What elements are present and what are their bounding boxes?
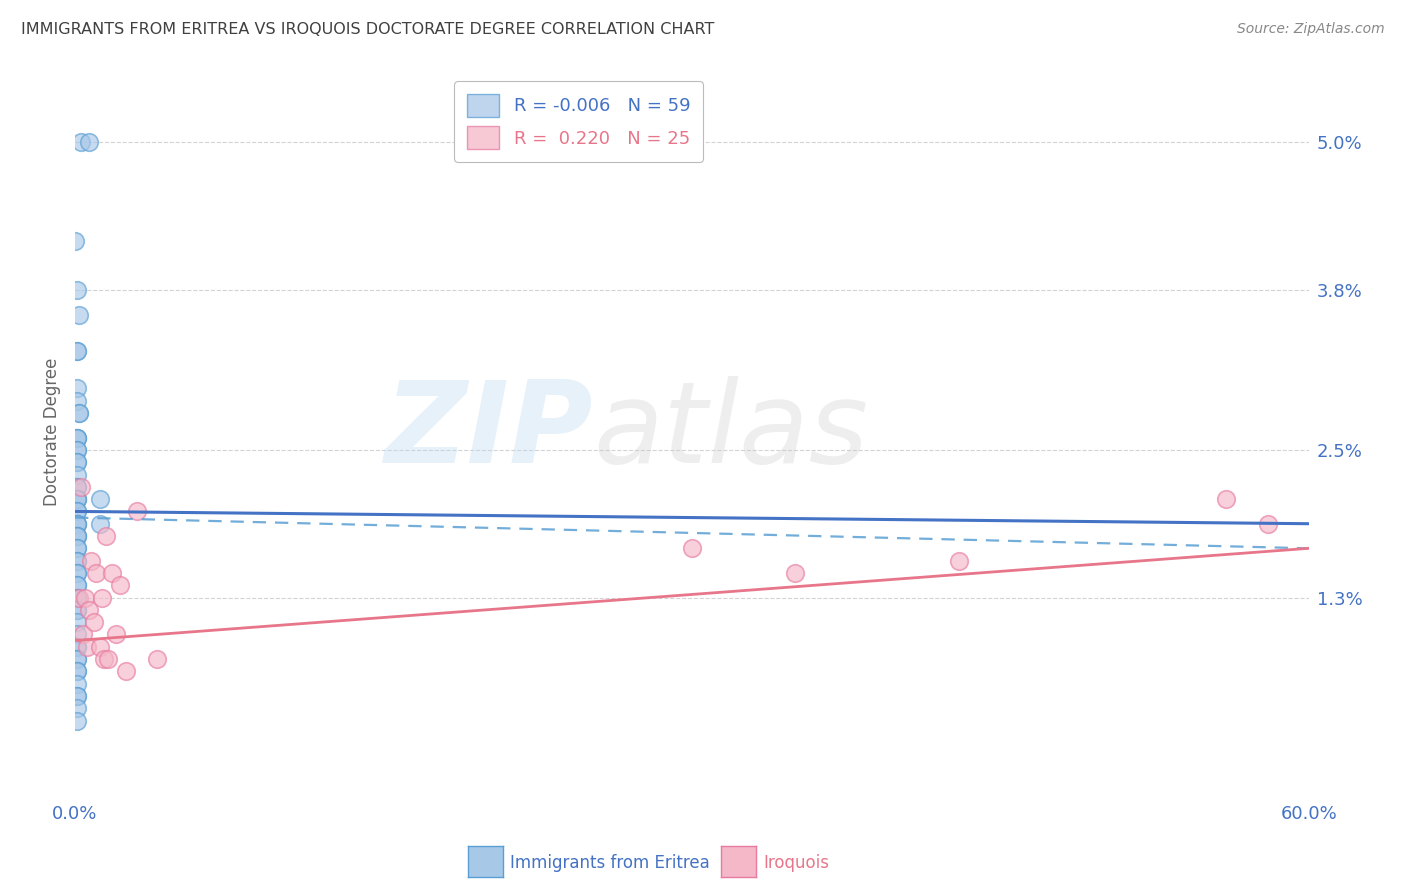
Point xyxy=(67,406,90,420)
Point xyxy=(66,529,89,543)
Point xyxy=(66,516,89,531)
Point xyxy=(66,504,89,518)
Point xyxy=(66,344,89,359)
Point xyxy=(89,516,111,531)
Point xyxy=(1215,492,1237,507)
Point xyxy=(66,689,89,703)
Point xyxy=(66,591,89,605)
Point xyxy=(1257,516,1279,531)
Point xyxy=(66,344,89,359)
Point xyxy=(67,406,90,420)
Point xyxy=(105,627,128,641)
Point xyxy=(66,714,89,728)
Point xyxy=(80,553,103,567)
Point xyxy=(66,529,89,543)
Point xyxy=(146,652,169,666)
Point xyxy=(67,308,90,322)
Point xyxy=(66,431,89,445)
Point xyxy=(66,566,89,580)
Point xyxy=(66,652,89,666)
Point xyxy=(66,442,89,457)
Point xyxy=(66,676,89,690)
Point xyxy=(67,591,90,605)
Text: IMMIGRANTS FROM ERITREA VS IROQUOIS DOCTORATE DEGREE CORRELATION CHART: IMMIGRANTS FROM ERITREA VS IROQUOIS DOCT… xyxy=(21,22,714,37)
Point xyxy=(66,455,89,469)
Point xyxy=(66,652,89,666)
Point xyxy=(70,136,93,150)
Point xyxy=(66,480,89,494)
Point xyxy=(94,529,117,543)
Point xyxy=(66,492,89,507)
Point xyxy=(97,652,120,666)
Point xyxy=(66,516,89,531)
Point xyxy=(110,578,132,592)
Point xyxy=(63,234,86,248)
Point xyxy=(66,603,89,617)
Point xyxy=(948,553,970,567)
Point xyxy=(125,504,148,518)
Point xyxy=(72,627,94,641)
Point xyxy=(75,591,97,605)
Point xyxy=(66,516,89,531)
Point xyxy=(79,136,101,150)
Point xyxy=(66,553,89,567)
Point xyxy=(66,578,89,592)
Point xyxy=(66,442,89,457)
Point xyxy=(66,689,89,703)
Point xyxy=(66,431,89,445)
Point xyxy=(66,431,89,445)
Point xyxy=(66,381,89,395)
Point xyxy=(66,627,89,641)
Point xyxy=(66,455,89,469)
Point xyxy=(66,283,89,297)
Y-axis label: Doctorate Degree: Doctorate Degree xyxy=(44,358,60,506)
Point xyxy=(66,665,89,679)
Point xyxy=(89,492,111,507)
Point xyxy=(66,480,89,494)
Text: Immigrants from Eritrea: Immigrants from Eritrea xyxy=(510,855,710,872)
Text: ZIP: ZIP xyxy=(385,376,593,487)
Point xyxy=(90,591,112,605)
Point xyxy=(66,492,89,507)
Point xyxy=(66,615,89,629)
Point xyxy=(79,603,101,617)
Point xyxy=(93,652,115,666)
Point xyxy=(66,541,89,556)
Point xyxy=(83,615,105,629)
Point xyxy=(681,541,703,556)
Point xyxy=(66,640,89,654)
Text: Iroquois: Iroquois xyxy=(763,855,830,872)
Point xyxy=(66,640,89,654)
Point xyxy=(70,480,93,494)
Point xyxy=(66,603,89,617)
Point xyxy=(66,566,89,580)
Point xyxy=(66,541,89,556)
Point xyxy=(76,640,98,654)
Point xyxy=(89,640,111,654)
Point xyxy=(66,701,89,715)
Text: atlas: atlas xyxy=(593,376,869,487)
Text: Source: ZipAtlas.com: Source: ZipAtlas.com xyxy=(1237,22,1385,37)
Point xyxy=(101,566,124,580)
Point xyxy=(66,553,89,567)
Point xyxy=(66,492,89,507)
Point xyxy=(66,665,89,679)
Legend: R = -0.006   N = 59, R =  0.220   N = 25: R = -0.006 N = 59, R = 0.220 N = 25 xyxy=(454,81,703,161)
Point xyxy=(84,566,107,580)
Point xyxy=(66,393,89,408)
Point xyxy=(66,591,89,605)
Point xyxy=(66,504,89,518)
Point xyxy=(66,467,89,482)
Point xyxy=(115,665,138,679)
Point xyxy=(66,529,89,543)
Point xyxy=(66,578,89,592)
Point xyxy=(783,566,806,580)
